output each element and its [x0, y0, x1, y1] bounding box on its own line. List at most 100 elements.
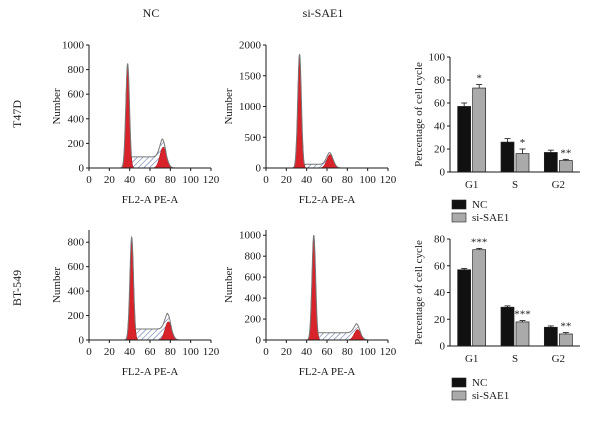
s-phase-hatch	[115, 63, 178, 168]
x-tick-label: 0	[263, 174, 269, 186]
legend-label: NC	[472, 377, 487, 389]
legend-swatch	[451, 199, 467, 210]
bar-s-si-sae1	[515, 153, 530, 173]
y-tick-label: 400	[68, 286, 85, 298]
x-tick-label: 120	[203, 346, 220, 358]
x-tick-label: 80	[165, 174, 177, 186]
bar-s-nc	[500, 141, 515, 173]
bar-g2-si-sae1	[558, 160, 573, 173]
significance-marker: *	[476, 73, 482, 85]
x-tick-label: G1	[465, 179, 478, 191]
bar-chart-bt549: *** G1 *** S ** G2 0 20 40 60 80 Percentage of cell…	[413, 234, 580, 402]
y-tick-label: 20	[434, 314, 446, 326]
y-tick-label: 200	[68, 138, 85, 150]
y-tick-label: 1000	[239, 230, 262, 242]
row-label-t47d: T47D	[10, 100, 24, 128]
bar-s-si-sae1	[515, 321, 530, 347]
x-tick-label: G2	[552, 179, 565, 191]
x-tick-label: 20	[104, 174, 116, 186]
y-tick-label: 600	[68, 261, 85, 273]
x-tick-label: S	[512, 179, 518, 191]
fit-envelope-line	[287, 54, 345, 169]
column-title-si-sae1: si-SAE1	[303, 6, 344, 20]
y-tick-label: 600	[68, 89, 85, 101]
y-tick-label: 60	[434, 98, 446, 110]
x-axis-label: FL2-A PE-A	[299, 194, 356, 206]
fit-envelope-line	[119, 235, 183, 341]
y-tick-label: 40	[434, 287, 446, 299]
fit-envelope-line	[115, 63, 178, 169]
bar-g1-si-sae1	[472, 87, 487, 173]
x-axis-label: FL2-A PE-A	[122, 194, 179, 206]
y-tick-label: 400	[245, 293, 262, 305]
y-tick-label: 60	[434, 260, 446, 272]
significance-marker: ***	[514, 309, 531, 321]
x-tick-label: 20	[104, 346, 116, 358]
x-tick-label: 20	[281, 174, 293, 186]
x-tick-label: 80	[342, 174, 354, 186]
y-tick-label: 0	[256, 335, 262, 347]
significance-marker: *	[520, 137, 526, 149]
y-axis-label: Percentage of cell cycle	[413, 240, 425, 345]
x-tick-label: 60	[322, 346, 334, 358]
bar-g2-si-sae1	[558, 333, 573, 347]
x-tick-label: 0	[86, 174, 92, 186]
y-axis-label: Number	[223, 88, 235, 124]
y-tick-label: 1000	[239, 101, 262, 113]
g1-g2-peak-area	[115, 63, 178, 169]
x-tick-label: 0	[263, 346, 269, 358]
y-tick-label: 80	[434, 234, 446, 246]
y-tick-label: 0	[256, 163, 262, 175]
histogram-bt549-nc: 0 200 400 600 800 0 20 40 60 80 100 120 FL2-A PE-A Nu…	[51, 230, 220, 378]
histogram-t47d-si-sae1: 0 500 1000 1500 2000 0 20 40 60 80 100 120 FL2-A PE-…	[223, 40, 397, 207]
bar-g1-nc	[457, 269, 472, 347]
fit-envelope-line	[301, 235, 372, 341]
y-tick-label: 20	[434, 144, 446, 156]
y-tick-label: 100	[429, 52, 446, 64]
y-tick-label: 0	[440, 341, 446, 353]
row-label-bt549: BT-549	[10, 270, 24, 306]
y-tick-label: 800	[245, 251, 262, 263]
bar-g2-nc	[543, 152, 558, 173]
y-tick-label: 1500	[239, 70, 262, 82]
y-tick-label: 800	[68, 64, 85, 76]
significance-marker: ***	[471, 236, 488, 248]
x-tick-label: G2	[552, 353, 565, 365]
legend-swatch	[451, 390, 467, 401]
histogram-t47d-nc: 0 200 400 600 800 1000 0 20 40 60 80 100 120 FL2-A PE…	[51, 40, 220, 207]
x-tick-label: 120	[380, 346, 397, 358]
bar-chart-t47d: * G1 * S ** G2 0 20 40 60 80 100 Percentage of cell …	[413, 52, 580, 224]
y-tick-label: 200	[245, 314, 262, 326]
y-axis-label: Number	[51, 267, 63, 303]
bar-g1-nc	[457, 106, 472, 173]
y-tick-label: 400	[68, 113, 85, 125]
bar-g2-nc	[543, 326, 558, 347]
y-axis-label: Number	[51, 88, 63, 124]
y-axis-label: Number	[223, 267, 235, 303]
y-tick-label: 600	[245, 272, 262, 284]
x-tick-label: 40	[301, 174, 313, 186]
significance-marker: **	[560, 321, 571, 333]
y-tick-label: 0	[79, 335, 85, 347]
x-tick-label: 100	[359, 174, 376, 186]
histogram-bt549-si-sae1: 0 200 400 600 800 1000 0 20 40 60 80 100 120 FL2-A PE…	[223, 230, 397, 378]
legend-label: NC	[472, 199, 487, 211]
y-tick-label: 2000	[239, 40, 262, 52]
x-tick-label: 40	[301, 346, 313, 358]
x-tick-label: 120	[203, 174, 220, 186]
x-tick-label: 100	[182, 346, 199, 358]
g1-g2-peak-area	[119, 236, 183, 341]
x-tick-label: 40	[124, 346, 136, 358]
x-tick-label: 80	[165, 346, 177, 358]
y-tick-label: 40	[434, 121, 446, 133]
x-tick-label: G1	[465, 353, 478, 365]
x-axis-label: FL2-A PE-A	[122, 366, 179, 378]
y-axis-label: Percentage of cell cycle	[413, 62, 425, 167]
y-tick-label: 1000	[62, 40, 85, 52]
bar-s-nc	[500, 306, 515, 347]
x-tick-label: 60	[145, 346, 157, 358]
x-tick-label: 0	[86, 346, 92, 358]
x-tick-label: 20	[281, 346, 293, 358]
x-tick-label: 120	[380, 174, 397, 186]
y-tick-label: 800	[68, 237, 85, 249]
